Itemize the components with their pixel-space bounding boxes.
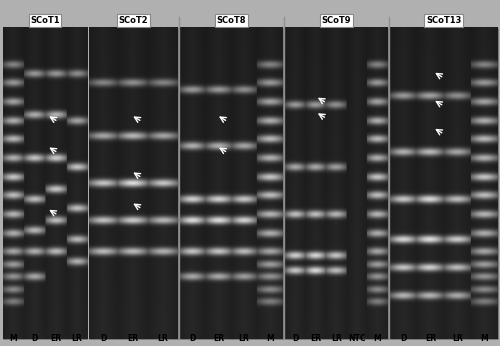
Text: LR: LR [452,334,462,343]
Text: M: M [9,334,17,343]
Text: LR: LR [331,334,342,343]
Text: SCoT1: SCoT1 [30,16,60,25]
Text: D: D [190,334,196,343]
Text: D: D [400,334,406,343]
Text: M: M [480,334,488,343]
Text: SCoT9: SCoT9 [322,16,351,25]
Text: M: M [266,334,274,343]
Text: D: D [292,334,298,343]
Text: LR: LR [158,334,168,343]
Text: SCoT13: SCoT13 [426,16,462,25]
Bar [285,28,388,339]
Text: D: D [100,334,107,343]
Text: M: M [374,334,381,343]
Bar [390,28,498,339]
Bar [89,28,178,339]
Text: ER: ER [425,334,436,343]
Text: SCoT2: SCoT2 [118,16,148,25]
Bar [180,28,282,339]
Text: NTC: NTC [348,334,366,343]
Text: LR: LR [72,334,82,343]
Text: ER: ER [213,334,224,343]
Text: ER: ER [50,334,61,343]
Text: D: D [31,334,38,343]
Text: ER: ER [310,334,322,343]
Text: LR: LR [238,334,250,343]
Bar [2,28,87,339]
Text: ER: ER [128,334,139,343]
Text: SCoT8: SCoT8 [216,16,246,25]
